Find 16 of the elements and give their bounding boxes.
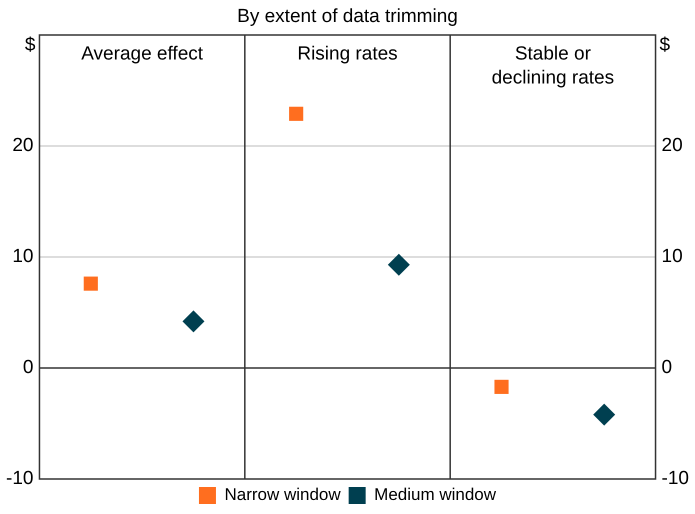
x-tick-label: Stable or declining rates <box>492 44 614 89</box>
x-tick-label: Average effect <box>81 44 204 65</box>
y2-tick-label: -10 <box>662 468 690 490</box>
y2-tick-label: 20 <box>662 135 683 156</box>
y-axis-title: $ <box>24 34 36 56</box>
x-tick-label: Rising rates <box>297 44 398 65</box>
legend-label: Narrow window <box>224 485 342 504</box>
y2-axis-title: $ <box>660 34 671 56</box>
y-tick-label: 20 <box>12 135 34 156</box>
y-tick-label: 10 <box>12 246 34 268</box>
y2-tick-label: 10 <box>662 246 683 268</box>
legend-label: Medium window <box>374 485 497 504</box>
y2-tick-label: 0 <box>662 357 672 378</box>
y-tick-label: 0 <box>22 357 34 378</box>
chart-subtitle: By extent of data trimming <box>236 6 459 28</box>
y-tick-label: -10 <box>6 468 34 490</box>
